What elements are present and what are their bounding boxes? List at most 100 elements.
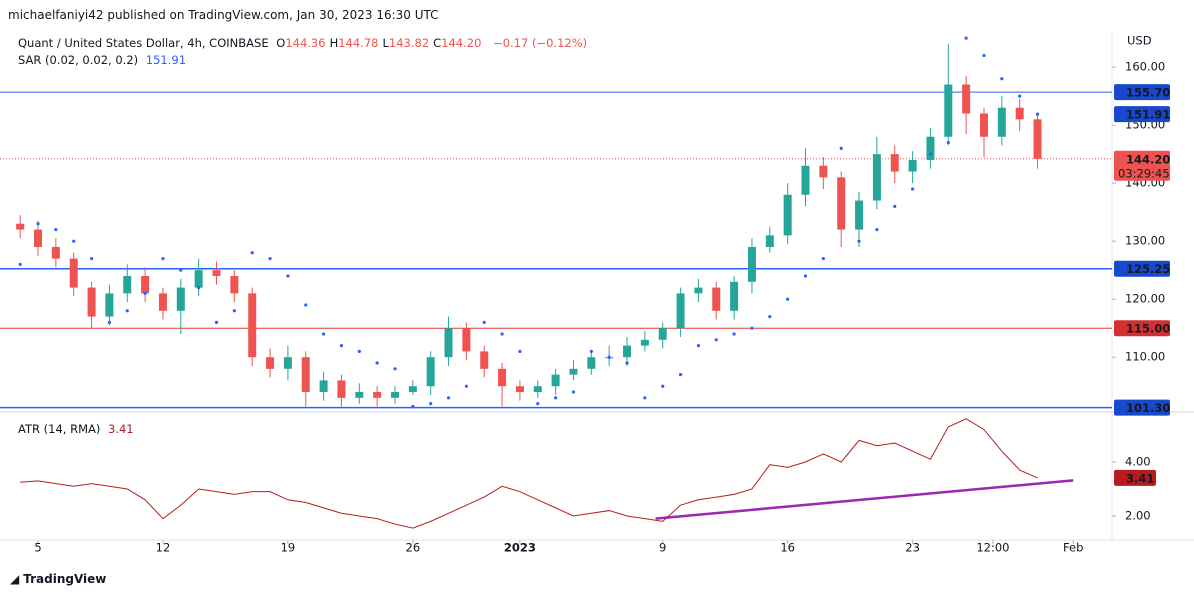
ohlc-key: O (276, 36, 286, 50)
sar-dot (232, 309, 236, 313)
candle-body (319, 380, 328, 393)
level-label-bg (1114, 320, 1170, 337)
ohlc-key: C (433, 36, 442, 50)
trendline (655, 479, 1074, 520)
x-tick-label: 16 (780, 541, 795, 555)
y-tick-label: 120.00 (1125, 292, 1165, 306)
candle-body (337, 380, 346, 398)
sar-dot (661, 384, 665, 388)
sar-dot (161, 256, 165, 261)
candle-body (962, 84, 971, 114)
sar-dot (643, 396, 647, 400)
candle-body (587, 357, 596, 369)
price-label: 144.20 (1126, 152, 1170, 166)
candle-body (266, 357, 275, 369)
candle-body (765, 235, 774, 247)
x-tick-label: 9 (659, 541, 666, 555)
sar-dot (928, 152, 933, 156)
sar-dot (143, 291, 147, 295)
y-tick-label: 130.00 (1125, 234, 1165, 248)
candle-body (462, 328, 471, 352)
x-tick-label: 23 (905, 541, 920, 555)
sar-dot (18, 262, 22, 266)
candle-body (676, 293, 685, 329)
ohlc-value: 143.82 (388, 36, 430, 50)
candle-body (801, 165, 810, 195)
sar-dot (536, 402, 540, 406)
sar-dot (500, 332, 504, 336)
atr-label-bg (1114, 469, 1156, 486)
candle-body (105, 293, 114, 317)
candle-body (623, 345, 632, 358)
sar-dot (268, 256, 272, 261)
candle-body (355, 392, 364, 398)
x-tick-label: 12:00 (976, 541, 1009, 555)
sar-dot (982, 53, 986, 58)
ohlc-value: 144.78 (338, 36, 379, 50)
level-label: 155.70 (1126, 86, 1170, 100)
candle-body (390, 392, 399, 398)
candle-body (730, 281, 739, 311)
legend-main: Quant / United States Dollar, 4h, COINBA… (18, 36, 591, 50)
countdown: 03:29:45 (1118, 166, 1170, 180)
ohlc-value: 144.36 (285, 36, 326, 50)
sar-dot (803, 274, 808, 278)
sar-label: 151.91 (1126, 108, 1170, 122)
currency: USD (1127, 34, 1152, 48)
sar-dot (107, 320, 112, 324)
sar-dot (72, 239, 76, 243)
sar-dot (411, 404, 415, 409)
candle-body (248, 293, 257, 358)
candle-body (569, 368, 578, 375)
sar-dot (36, 222, 40, 226)
candle-body (212, 270, 221, 276)
level-label-bg (1114, 260, 1170, 277)
candle-body (551, 374, 560, 387)
atr-label: 3.41 (1126, 471, 1154, 485)
sar-dot (1035, 112, 1040, 116)
candle-body (747, 246, 756, 282)
x-tick-label: 2023 (504, 541, 536, 555)
sar-dot (214, 320, 219, 324)
level-label: 101.30 (1126, 401, 1170, 415)
candle-body (51, 246, 60, 259)
candle-body (640, 339, 649, 346)
atr-value: 3.41 (108, 422, 134, 436)
x-tick-label: 5 (34, 541, 41, 555)
legend-atr: ATR (14, RMA) 3.41 (18, 422, 138, 436)
sar-value: 151.91 (145, 53, 187, 67)
candle-body (123, 275, 132, 294)
sar-dot (607, 355, 611, 359)
sar-dot (250, 251, 254, 255)
candle-body (176, 287, 185, 311)
atr-name: ATR (14, RMA) (18, 422, 101, 436)
y-tick-label: 110.00 (1125, 350, 1165, 364)
sar-dot (875, 227, 879, 232)
candle-body (16, 223, 25, 230)
sar-dot (625, 361, 629, 365)
sar-dot (786, 297, 790, 301)
sar-dot (482, 320, 486, 324)
header: michaelfaniyi42 published on TradingView… (8, 8, 439, 22)
candle-body (444, 328, 453, 358)
sar-dot (393, 367, 397, 371)
y-tick-label: 2.00 (1125, 508, 1151, 522)
candle-body (301, 357, 310, 393)
candle-body (515, 386, 524, 393)
sar-dot (1018, 94, 1022, 98)
candle-body (872, 154, 881, 201)
sar-dot (304, 303, 308, 307)
candle-body (855, 200, 864, 230)
candle-body (979, 113, 988, 137)
x-tick-label: Feb (1063, 541, 1083, 555)
candle-body (141, 275, 150, 294)
sar-dot (964, 36, 968, 40)
candle-body (908, 159, 917, 172)
change: −0.17 (−0.12%) (493, 36, 588, 50)
sar-dot (714, 338, 718, 342)
ohlc-key: L (382, 36, 389, 50)
level-label-bg (1114, 399, 1170, 416)
candle-body (694, 287, 703, 294)
